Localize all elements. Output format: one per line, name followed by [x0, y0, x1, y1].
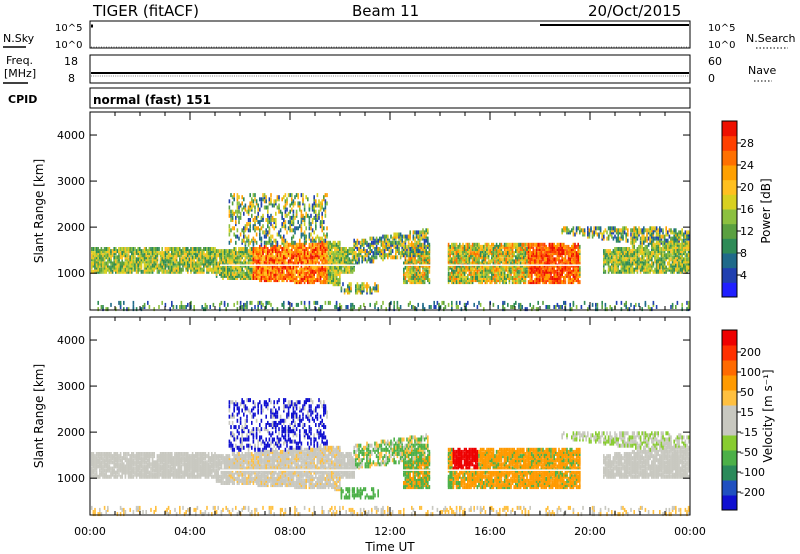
colorbar-tick-label: -15	[740, 426, 758, 439]
colorbar-swatch	[722, 194, 737, 210]
colorbar-swatch	[722, 480, 737, 496]
colorbar-swatch	[722, 165, 737, 181]
beam-title: Beam 11	[352, 2, 419, 20]
power-y-axis-label: Slant Range [km]	[32, 159, 46, 263]
freq-unit-label: [MHz]	[4, 67, 36, 80]
freq-panel: Freq. [MHz] 18 8 60 0 Nave	[3, 54, 776, 85]
colorbar-tick-label: 28	[740, 137, 754, 150]
colorbar-swatch	[722, 121, 737, 137]
nsky-label: N.Sky	[3, 32, 35, 45]
colorbar-swatch	[722, 253, 737, 269]
x-tick-label: 08:00	[274, 525, 306, 538]
y-tick-label: 3000	[57, 380, 85, 393]
colorbar-swatch	[722, 495, 737, 511]
x-tick-label: 00:00	[74, 525, 106, 538]
x-tick-label: 12:00	[374, 525, 406, 538]
velocity-y-axis-label: Slant Range [km]	[32, 364, 46, 468]
y-tick-label: 4000	[57, 129, 85, 142]
colorbar-swatch	[722, 450, 737, 466]
colorbar-swatch	[722, 375, 737, 391]
nsky-tick-high: 10^5	[55, 23, 82, 34]
nsky-panel: N.Sky 10^5 10^0 10^5 10^0 N.Search	[3, 20, 796, 51]
y-tick-label: 1000	[57, 472, 85, 485]
colorbar-swatch	[722, 267, 737, 283]
x-tick-label: 20:00	[574, 525, 606, 538]
colorbar-tick-label: 100	[740, 366, 761, 379]
velocity-panel: 1000 2000 3000 4000 Slant Range [km] 200 100…	[32, 316, 775, 517]
x-axis-label: Time UT	[364, 540, 415, 554]
x-tick-label: 16:00	[474, 525, 506, 538]
y-tick-label: 4000	[57, 334, 85, 347]
nave-tick-low: 0	[708, 72, 715, 85]
colorbar-swatch	[722, 150, 737, 166]
power-colorbar-label: Power [dB]	[759, 178, 773, 243]
freq-tick-low: 8	[68, 72, 75, 85]
colorbar-tick-label: 4	[740, 269, 747, 282]
nsky-tick-low: 10^0	[55, 40, 82, 51]
power-plot-frame	[89, 111, 691, 311]
x-tick-label: 00:00	[674, 525, 706, 538]
y-tick-label: 2000	[57, 221, 85, 234]
colorbar-swatch	[722, 465, 737, 481]
station-title: TIGER (fitACF)	[92, 2, 199, 20]
nave-label: Nave	[748, 64, 776, 77]
colorbar-tick-label: -100	[740, 466, 765, 479]
velocity-data-layer	[91, 398, 690, 517]
power-panel: 1000 2000 3000 4000 Slant Range [km] 4 8 12 16…	[32, 111, 773, 312]
colorbar-swatch	[722, 435, 737, 451]
y-tick-label: 2000	[57, 426, 85, 439]
colorbar-tick-label: 20	[740, 181, 754, 194]
nave-tick-high: 60	[708, 55, 722, 68]
x-tick-label: 04:00	[174, 525, 206, 538]
colorbar-tick-label: 24	[740, 159, 754, 172]
power-data-layer	[91, 193, 690, 312]
colorbar-swatch	[722, 238, 737, 254]
nsearch-tick-low: 10^0	[708, 40, 735, 51]
colorbar-swatch	[722, 330, 737, 346]
colorbar-swatch	[722, 405, 737, 421]
colorbar-tick-label: 50	[740, 386, 754, 399]
colorbar-tick-label: 15	[740, 406, 754, 419]
colorbar-tick-label: 8	[740, 247, 747, 260]
colorbar-tick-label: -200	[740, 486, 765, 499]
colorbar-swatch	[722, 179, 737, 195]
nsearch-label: N.Search	[746, 32, 796, 45]
colorbar-tick-label: 16	[740, 203, 754, 216]
freq-tick-high: 18	[64, 55, 78, 68]
velocity-plot-frame	[89, 316, 691, 516]
cpid-label: CPID	[8, 93, 37, 106]
colorbar-swatch	[722, 360, 737, 376]
colorbar-swatch	[722, 209, 737, 225]
velocity-colorbar-label: Velocity [m s⁻¹]	[761, 369, 775, 462]
colorbar-swatch	[722, 420, 737, 436]
y-tick-label: 1000	[57, 267, 85, 280]
colorbar-swatch	[722, 345, 737, 361]
colorbar-tick-label: 200	[740, 346, 761, 359]
colorbar-tick-label: 12	[740, 225, 754, 238]
colorbar-swatch	[722, 223, 737, 239]
colorbar-frame	[721, 329, 738, 511]
cpid-panel: CPID normal (fast) 151	[8, 87, 691, 109]
date-title: 20/Oct/2015	[588, 2, 681, 20]
colorbar-swatch	[722, 282, 737, 298]
freq-label: Freq.	[6, 54, 33, 67]
colorbar-swatch	[722, 390, 737, 406]
y-tick-label: 3000	[57, 175, 85, 188]
colorbar-swatch	[722, 135, 737, 151]
nsearch-tick-high: 10^5	[708, 23, 735, 34]
time-axis: 00:00 04:00 08:00 12:00 16:00 20:00 00:00	[74, 525, 706, 538]
cpid-value: normal (fast) 151	[93, 93, 211, 107]
colorbar-tick-label: -50	[740, 446, 758, 459]
